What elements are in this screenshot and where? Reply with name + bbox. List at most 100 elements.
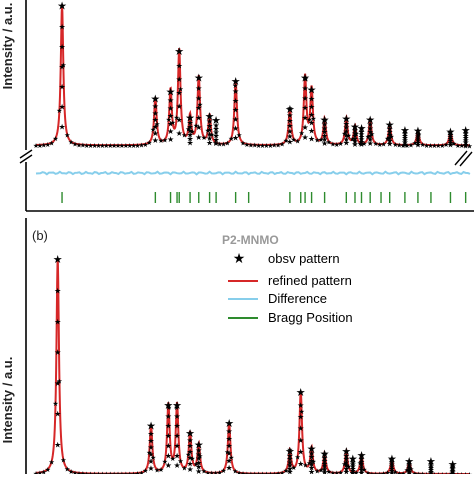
observed-point-marker: ★ [115,142,121,150]
observed-point-marker: ★ [138,141,144,149]
observed-point-marker: ★ [301,113,308,122]
observed-point-marker: ★ [321,456,328,465]
observed-point-marker: ★ [170,119,176,127]
observed-point-marker: ★ [186,123,193,132]
observed-point-marker: ★ [358,135,365,144]
observed-point-marker: ★ [348,454,358,466]
observed-point-marker: ★ [48,140,54,148]
observed-point-marker: ★ [361,140,367,148]
observed-point-marker: ★ [463,471,469,474]
observed-point-marker: ★ [58,83,65,92]
observed-point-marker: ★ [103,142,109,150]
observed-point-marker: ★ [58,103,65,112]
observed-point-marker: ★ [286,132,293,141]
observed-point-marker: ★ [162,136,168,144]
difference-curve-line [35,170,471,176]
observed-point-marker: ★ [377,470,383,474]
observed-point-marker: ★ [147,443,154,452]
panel-a: Intensity / a.u. ★★★★★★★★★★★★★★★★★★★★★★★… [0,0,474,212]
observed-point-marker: ★ [321,128,328,137]
observed-point-marker: ★ [431,471,437,474]
observed-point-marker: ★ [321,453,328,462]
observed-point-marker: ★ [57,1,67,13]
observed-point-marker: ★ [165,432,172,441]
legend-title: P2-MNMO [222,233,279,247]
observed-point-marker: ★ [123,471,129,474]
observed-point-marker: ★ [334,470,340,474]
observed-point-marker: ★ [297,412,304,421]
observed-point-marker: ★ [396,142,402,150]
observed-point-marker: ★ [406,462,413,471]
observed-point-marker: ★ [408,142,414,150]
observed-point-marker: ★ [338,469,344,474]
observed-point-marker: ★ [286,451,293,460]
observed-point-marker: ★ [165,451,172,460]
observed-point-marker: ★ [351,129,358,138]
observed-point-marker: ★ [195,133,202,142]
observed-point-marker: ★ [52,135,58,143]
observed-point-marker: ★ [146,139,152,147]
observed-point-marker: ★ [177,457,183,465]
observed-point-marker: ★ [358,457,365,466]
observed-point-marker: ★ [396,470,402,474]
observed-point-marker: ★ [53,254,63,266]
observed-point-marker: ★ [213,135,220,144]
observed-point-marker: ★ [111,471,117,474]
observed-point-marker: ★ [166,404,172,412]
observed-point-marker: ★ [349,458,356,467]
observed-point-marker: ★ [358,133,365,142]
legend-label-observed: obsv pattern [268,251,340,266]
observed-point-marker: ★ [186,436,193,445]
panel-b-label: (b) [32,228,48,243]
observed-point-marker: ★ [286,455,293,464]
observed-point-marker: ★ [406,466,413,474]
observed-point-marker: ★ [173,461,180,470]
observed-point-marker: ★ [186,127,193,136]
observed-point-marker: ★ [174,46,184,58]
observed-point-marker: ★ [41,468,47,474]
observed-point-marker: ★ [165,461,172,470]
observed-point-marker: ★ [80,470,86,474]
observed-point-marker: ★ [413,126,423,138]
observed-point-marker: ★ [41,141,47,149]
observed-point-marker: ★ [52,400,58,408]
observed-point-marker: ★ [131,470,137,474]
observed-point-marker: ★ [365,470,371,474]
observed-point-marker: ★ [351,140,358,149]
observed-point-marker: ★ [343,458,350,467]
observed-point-marker: ★ [455,471,461,474]
panel-a-bragg-ticks [61,192,467,203]
observed-point-marker: ★ [286,111,293,120]
observed-point-marker: ★ [226,427,233,436]
observed-point-marker: ★ [420,471,426,474]
observed-point-marker: ★ [163,400,173,412]
observed-point-marker: ★ [443,141,449,149]
observed-point-marker: ★ [111,142,117,150]
observed-point-marker: ★ [286,468,293,474]
observed-point-marker: ★ [195,467,202,474]
observed-point-marker: ★ [275,470,281,474]
observed-point-marker: ★ [301,123,308,132]
observed-point-marker: ★ [186,459,193,468]
observed-point-marker: ★ [167,96,174,105]
observed-point-marker: ★ [176,89,183,98]
observed-point-marker: ★ [321,120,328,129]
observed-point-marker: ★ [427,467,434,474]
observed-point-marker: ★ [211,115,221,127]
observed-point-marker: ★ [95,471,101,474]
observed-point-marker: ★ [306,460,312,468]
observed-point-marker: ★ [170,455,176,463]
observed-point-marker: ★ [321,459,328,468]
observed-point-marker: ★ [314,468,320,474]
observed-point-marker: ★ [358,130,365,139]
observed-point-marker: ★ [377,141,383,149]
observed-point-marker: ★ [255,471,261,474]
observed-point-marker: ★ [181,131,187,139]
observed-point-marker: ★ [252,142,258,150]
observed-point-marker: ★ [37,142,43,150]
observed-point-marker: ★ [107,142,113,150]
observed-point-marker: ★ [213,139,219,147]
observed-point-marker: ★ [318,136,324,144]
observed-point-marker: ★ [197,101,203,109]
observed-point-marker: ★ [297,401,304,410]
